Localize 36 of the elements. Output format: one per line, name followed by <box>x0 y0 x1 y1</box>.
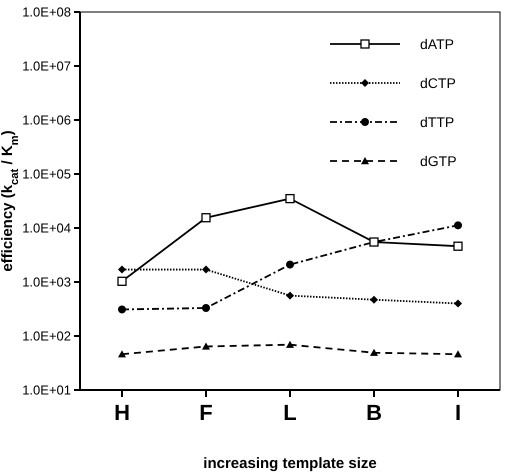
point <box>117 276 127 286</box>
point <box>454 221 462 230</box>
point <box>202 342 210 350</box>
y-tick-label: 1.0E+05 <box>22 166 71 182</box>
point <box>453 242 463 251</box>
x-tick-label: B <box>366 400 382 425</box>
point <box>286 292 294 300</box>
point <box>201 213 211 222</box>
point <box>118 266 126 274</box>
legend-label: dGTP <box>420 152 457 169</box>
y-tick-label: 1.0E+03 <box>22 274 71 290</box>
legend-label: dTTP <box>420 114 454 130</box>
point <box>454 299 462 308</box>
point <box>118 305 126 314</box>
x-tick-label: L <box>283 400 297 425</box>
legend-label: dCTP <box>420 74 456 91</box>
point <box>202 266 210 274</box>
legend-label: dATP <box>420 36 454 52</box>
x-tick-label: H <box>114 400 130 425</box>
y-tick-label: 1.0E+01 <box>22 382 71 398</box>
point <box>370 348 378 356</box>
point <box>370 296 378 304</box>
point <box>118 350 126 358</box>
y-tick-label: 1.0E+02 <box>22 328 71 344</box>
y-tick-label: 1.0E+08 <box>22 4 71 20</box>
x-axis-title: increasing template size <box>203 455 377 472</box>
point <box>286 340 294 348</box>
x-tick-label: F <box>199 400 213 425</box>
point <box>285 194 295 204</box>
point <box>454 350 462 358</box>
y-tick-label: 1.0E+07 <box>22 58 71 74</box>
y-tick-label: 1.0E+04 <box>22 220 71 236</box>
point <box>286 260 294 269</box>
point <box>202 304 210 312</box>
x-tick-label: I <box>454 400 462 425</box>
y-tick-label: 1.0E+06 <box>22 112 71 128</box>
